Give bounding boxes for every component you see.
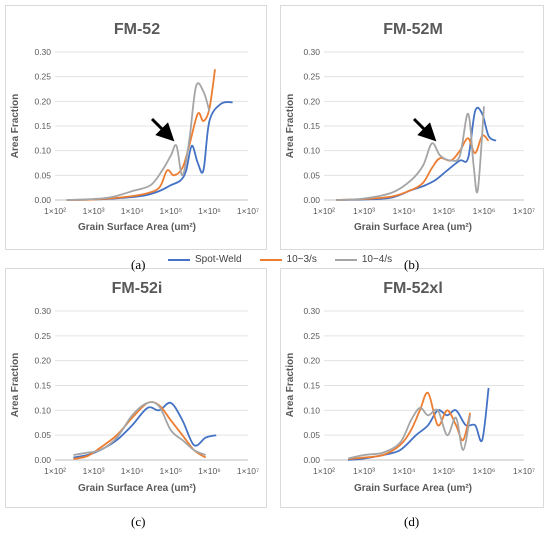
y-tick-label: 0.05 [303,430,320,440]
caption-d: (d) [404,514,420,529]
x-tick-label: 1×10² [44,466,66,476]
x-tick-label: 1×10⁴ [121,466,144,476]
legend: Spot-Weld 10−3/s 10−4/s [168,254,392,265]
legend-swatch-spot-weld [168,258,190,261]
chart-c: 0.00 0.05 0.10 0.15 0.20 0.25 0.30 1×10² 1×10³ 1×… [10,280,259,494]
series-line-spot-weld [335,106,497,201]
y-axis-label: Area Fraction [10,353,21,417]
chart-title: FM-52 [114,21,160,38]
caption-c: (c) [131,514,146,529]
chart-title: FM-52M [383,21,443,38]
y-tick-label: 0.30 [303,47,320,57]
series-line-10-3-s [335,134,490,201]
y-axis-label: Area Fraction [285,94,296,158]
y-tick-label: 0.15 [303,121,320,131]
x-tick-label: 1×10⁶ [473,466,496,476]
y-tick-label: 0.10 [303,146,320,156]
series-line-10-4-s [347,406,471,460]
y-tick-label: 0.20 [303,96,320,106]
y-tick-label: 0.25 [303,72,320,82]
y-tick-label: 0.15 [34,381,51,391]
y-tick-label: 0.00 [34,455,51,465]
chart-panel-c [5,268,267,508]
x-tick-label: 1×10⁵ [159,466,182,476]
x-tick-label: 1×10⁷ [513,466,535,476]
y-tick-label: 0.05 [303,170,320,180]
x-tick-label: 1×10² [44,206,66,216]
y-tick-label: 0.05 [34,430,51,440]
y-tick-label: 0.25 [34,72,51,82]
x-tick-label: 1×10⁶ [473,206,496,216]
y-tick-label: 0.15 [303,381,320,391]
x-tick-label: 1×10⁶ [198,206,221,216]
x-tick-label: 1×10⁷ [237,466,259,476]
caption-a: (a) [131,257,146,272]
x-tick-label: 1×10² [313,206,335,216]
x-tick-label: 1×10⁵ [433,206,456,216]
y-tick-label: 0.20 [34,96,51,106]
chart-d: 0.00 0.05 0.10 0.15 0.20 0.25 0.30 1×10² 1×10³ 1×… [285,280,535,494]
x-tick-label: 1×10⁴ [393,206,416,216]
y-tick-label: 0.10 [34,405,51,415]
legend-item-rate-1e-3: 10−3/s [259,254,317,265]
series-line-10-4-s [335,106,485,201]
series-line-10-4-s [66,82,211,201]
y-tick-label: 0.10 [34,146,51,156]
legend-swatch-rate-1e-3 [259,258,282,261]
y-tick-label: 0.25 [303,331,320,341]
y-tick-label: 0.20 [303,356,320,366]
x-tick-label: 1×10³ [353,206,375,216]
series-line-10-3-s [348,391,471,460]
legend-label-spot-weld: Spot-Weld [195,254,242,265]
legend-swatch-rate-1e-4 [334,258,357,261]
x-tick-label: 1×10³ [83,466,105,476]
chart-b: 0.00 0.05 0.10 0.15 0.20 0.25 0.30 1×10² 1×10³ 1×… [285,21,535,233]
x-tick-label: 1×10³ [353,466,375,476]
x-axis-label: Grain Surface Area (um²) [354,483,472,494]
chart-panel-d [280,268,544,508]
x-tick-label: 1×10⁷ [237,206,259,216]
x-tick-label: 1×10⁵ [433,466,456,476]
y-axis-label: Area Fraction [10,94,21,158]
y-tick-label: 0.10 [303,405,320,415]
chart-panel-b [280,5,544,250]
y-tick-label: 0.30 [34,306,51,316]
legend-item-rate-1e-4: 10−4/s [334,254,393,265]
y-tick-label: 0.30 [34,47,51,57]
chart-title: FM-52i [112,280,163,297]
x-tick-label: 1×10⁵ [159,206,182,216]
y-tick-label: 0.30 [303,306,320,316]
annotation-arrow [412,117,437,142]
caption-b: (b) [404,257,420,272]
y-tick-label: 0.00 [303,455,320,465]
y-tick-label: 0.00 [34,195,51,205]
y-tick-label: 0.00 [303,195,320,205]
x-tick-label: 1×10⁴ [121,206,144,216]
chart-title: FM-52xl [383,280,443,297]
y-tick-label: 0.05 [34,170,51,180]
legend-item-spot-weld: Spot-Weld [168,254,242,265]
series-line-10-3-s [66,69,216,201]
chart-a: 0.00 0.05 0.10 0.15 0.20 0.25 0.30 1×10² 1×10³ 1×… [10,21,259,233]
x-tick-label: 1×10⁶ [198,466,221,476]
x-axis-label: Grain Surface Area (um²) [78,222,196,233]
series-line-10-4-s [73,401,207,456]
y-tick-label: 0.15 [34,121,51,131]
x-tick-label: 1×10³ [83,206,105,216]
x-axis-label: Grain Surface Area (um²) [78,483,196,494]
y-axis-label: Area Fraction [285,353,296,417]
legend-label-rate-1e-3: 10−3/s [286,254,317,265]
series-line-spot-weld [73,401,217,459]
x-tick-label: 1×10⁴ [393,466,416,476]
annotation-arrow [150,117,175,142]
x-tick-label: 1×10⁷ [513,206,535,216]
y-tick-label: 0.25 [34,331,51,341]
legend-label-rate-1e-4: 10−4/s [361,254,393,265]
x-axis-label: Grain Surface Area (um²) [354,222,472,233]
y-tick-label: 0.20 [34,356,51,366]
chart-panel-a [5,5,267,250]
x-tick-label: 1×10² [313,466,335,476]
